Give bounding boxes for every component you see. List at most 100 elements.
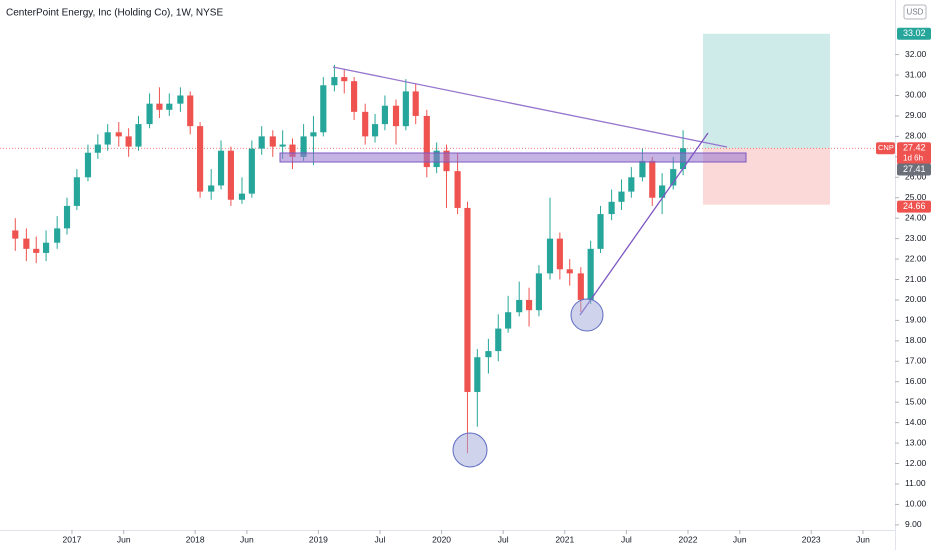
candle-body — [331, 77, 338, 86]
x-tick-label: 2017 — [62, 534, 81, 544]
trendline — [579, 132, 709, 316]
y-tick-label: 30.00 — [905, 90, 927, 100]
candle-body — [464, 207, 471, 392]
candle-body — [269, 136, 276, 147]
candle-body — [485, 351, 492, 358]
trendline — [332, 66, 728, 148]
y-tick-label: 22.00 — [905, 253, 927, 263]
candle-body — [197, 126, 204, 192]
y-tick-label: 16.00 — [905, 376, 927, 386]
candle-body — [381, 105, 388, 125]
y-tick-label: 23.00 — [905, 233, 927, 243]
y-tick-label: 31.00 — [905, 69, 927, 79]
x-tick-label: Jun — [240, 534, 254, 544]
y-tick-label: 9.00 — [905, 519, 922, 529]
x-tick-label: 2022 — [679, 534, 698, 544]
overlays — [279, 66, 747, 468]
x-tick-label: Jun — [856, 534, 870, 544]
candle-body — [43, 242, 50, 253]
price-label-box — [897, 163, 931, 176]
candle-body — [371, 124, 379, 137]
candle-body — [84, 152, 92, 178]
candle-body — [505, 312, 512, 329]
y-tick-label: 25.00 — [905, 192, 927, 202]
candle-body — [474, 357, 481, 392]
currency: USD — [907, 8, 924, 17]
highlight-circle — [570, 298, 604, 332]
price-label: 27.41 — [903, 164, 926, 174]
candle-body — [104, 132, 111, 145]
candle-body — [341, 77, 348, 82]
candle-body — [146, 103, 153, 125]
candle-body — [94, 144, 101, 153]
price-label: 24.66 — [903, 201, 926, 211]
candle-body — [63, 205, 71, 229]
y-tick-label: 24.00 — [905, 212, 927, 222]
candle-body — [279, 144, 286, 147]
candle-body — [238, 193, 246, 200]
candle-body — [423, 115, 430, 168]
y-tick-label: 14.00 — [905, 417, 927, 427]
candle-body — [248, 148, 255, 194]
x-tick-label: 2023 — [802, 534, 821, 544]
y-tick-label: 19.00 — [905, 315, 927, 325]
countdown: 1d 6h — [903, 153, 923, 162]
candle-body — [402, 91, 409, 127]
price-label: 33.02 — [903, 28, 926, 38]
candle-body — [289, 144, 296, 157]
candles — [12, 64, 687, 454]
y-tick-label: 15.00 — [905, 396, 927, 406]
x-tick-label: Jul — [375, 534, 386, 544]
candle-body — [556, 238, 563, 270]
chart-title: CenterPoint Energy, Inc (Holding Co), 1W… — [6, 8, 223, 19]
price-label: 27.42 — [903, 143, 926, 153]
y-tick-label: 11.00 — [905, 478, 926, 488]
candle-body — [187, 95, 194, 127]
y-tick-label: 17.00 — [905, 356, 927, 366]
candle-body — [300, 136, 307, 157]
candle-body — [73, 177, 80, 206]
currency-box[interactable] — [903, 4, 927, 20]
y-tick-label: 10.00 — [905, 499, 927, 509]
candle-body — [587, 248, 594, 300]
candle-body — [525, 299, 533, 311]
candle-body — [608, 201, 615, 215]
candle-body — [258, 136, 265, 149]
candle-body — [566, 269, 573, 274]
x-tick-label: Jun — [117, 534, 131, 544]
candle-body — [115, 132, 122, 137]
candle-body — [597, 214, 604, 249]
y-tick-label: 20.00 — [905, 294, 927, 304]
x-tick-label: 2018 — [186, 534, 205, 544]
candle-body — [33, 248, 40, 253]
candle-body — [535, 273, 543, 311]
y-tick-label: 18.00 — [905, 335, 927, 345]
candle-body — [454, 171, 461, 208]
x-tick-label: 2020 — [432, 534, 451, 544]
price-label-box — [897, 27, 931, 40]
target-zone — [703, 33, 830, 149]
x-tick-label: Jul — [621, 534, 632, 544]
candle-body — [577, 273, 584, 300]
candle-body — [362, 111, 369, 137]
candle-body — [659, 185, 666, 198]
candle-body — [320, 85, 327, 133]
x-tick-label: Jun — [733, 534, 747, 544]
y-tick-label: 28.00 — [905, 131, 927, 141]
y-tick-label: 26.00 — [905, 172, 927, 182]
candle-body — [351, 81, 358, 112]
x-tick-label: Jul — [498, 534, 509, 544]
candle-body — [54, 228, 61, 243]
candle-body — [166, 103, 173, 110]
candle-body — [156, 103, 163, 110]
price-label-box — [897, 142, 931, 165]
candle-body — [135, 124, 142, 147]
x-tick-label: 2021 — [555, 534, 574, 544]
candle-body — [177, 95, 184, 104]
candle-body — [208, 185, 215, 192]
candle-body — [639, 160, 646, 178]
symbol-box — [876, 142, 895, 155]
resistance-zone — [279, 152, 747, 163]
y-tick-label: 29.00 — [905, 110, 927, 120]
